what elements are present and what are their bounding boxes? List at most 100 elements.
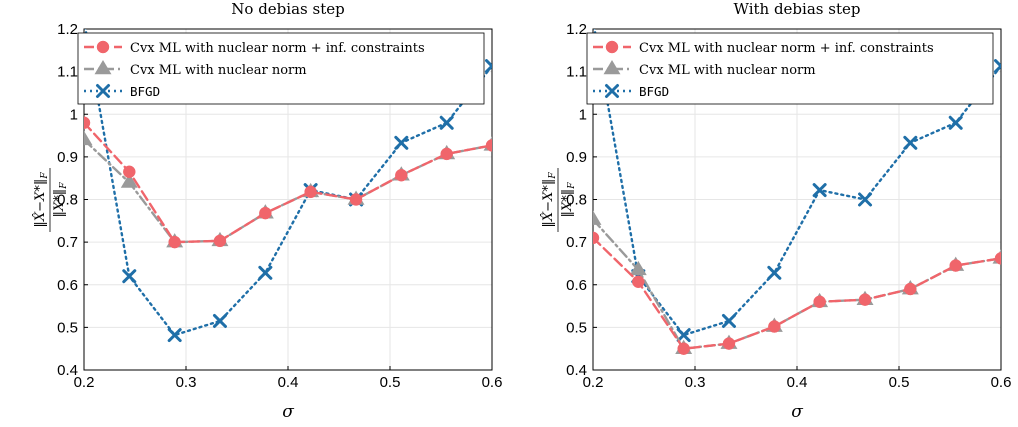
- y-tick-label: 0.4: [566, 362, 587, 379]
- legend-box: [586, 32, 994, 105]
- y-tick-label: 0.8: [57, 192, 78, 209]
- legend-marker: [603, 60, 621, 75]
- data-point: [588, 15, 599, 26]
- legend-marker: [94, 60, 112, 75]
- x-axis-label: σ: [282, 402, 294, 422]
- series-line: [593, 236, 1001, 350]
- data-point: [304, 185, 317, 199]
- chart-title: No debias step: [231, 0, 344, 18]
- data-point: [440, 147, 453, 161]
- data-point: [858, 192, 873, 207]
- data-point: [258, 265, 273, 280]
- legend-marker: [605, 40, 619, 54]
- legend-label: Cvx ML with nuclear norm + inf. constrai…: [639, 41, 934, 56]
- data-point: [949, 259, 962, 272]
- y-tick-label: 0.7: [566, 234, 587, 251]
- data-point: [259, 206, 272, 220]
- data-point: [395, 168, 408, 182]
- svg-text:‖X*‖F: ‖X*‖F: [560, 182, 577, 218]
- data-point: [212, 313, 227, 328]
- data-point: [768, 320, 781, 333]
- data-point: [812, 183, 827, 198]
- data-point: [168, 235, 181, 249]
- data-point: [632, 275, 645, 289]
- data-point: [349, 193, 363, 206]
- data-point: [677, 342, 690, 355]
- x-tick-labels: 0.2 0.3 0.4 0.5 0.6: [74, 374, 503, 391]
- data-point: [123, 165, 136, 179]
- chart-title: With debias step: [734, 0, 861, 18]
- x-tick-label: 0.3: [176, 374, 197, 391]
- chart-panel-right: 0.2 0.3 0.4 0.5 0.6 0.4 0.5 0.6 0.7 0.8 0.9 1 1.2 1.…: [540, 0, 1012, 422]
- chart-panel-left: 0.2 0.3 0.4 0.5 0.6 0.4 0.5 0.6 0.7 0.8 0.9 1 1.2 1.…: [32, 0, 503, 422]
- y-tick-label: 1.2: [566, 21, 587, 38]
- y-axis-label: ‖X̂−X*‖F ‖X*‖F: [540, 168, 577, 232]
- y-tick-labels: 0.4 0.5 0.6 0.7 0.8 0.9 1 1.2 1.1: [566, 21, 587, 379]
- x-tick-label: 0.3: [685, 374, 706, 391]
- data-point: [84, 130, 93, 146]
- series-line: [593, 29, 1001, 337]
- data-point: [593, 231, 600, 245]
- legend-label: BFGD: [130, 84, 160, 99]
- y-tick-label: 1.1: [566, 64, 587, 81]
- data-point: [485, 139, 492, 152]
- y-tick-label: 0.4: [57, 362, 78, 379]
- legend-box: [77, 32, 485, 105]
- x-tick-label: 0.5: [380, 374, 401, 391]
- x-tick-label: 0.4: [278, 374, 299, 391]
- x-tick-label: 0.4: [787, 374, 808, 391]
- data-point: [994, 59, 1001, 74]
- x-tick-label: 0.2: [583, 374, 604, 391]
- x-axis-label: σ: [791, 402, 803, 422]
- legend-marker: [96, 84, 110, 98]
- y-tick-label: 0.5: [566, 319, 587, 336]
- data-point: [439, 115, 454, 130]
- legend: Cvx ML with nuclear norm + inf. constrai…: [586, 32, 994, 105]
- series-group: [79, 15, 492, 343]
- data-point: [167, 328, 182, 343]
- data-point: [858, 293, 872, 306]
- data-point: [122, 269, 137, 284]
- data-point: [721, 313, 736, 328]
- data-point: [120, 173, 138, 188]
- series-line: [84, 29, 492, 337]
- x-tick-label: 0.6: [482, 374, 503, 391]
- y-tick-label: 1: [70, 106, 78, 123]
- data-point: [903, 135, 918, 150]
- legend-label: Cvx ML with nuclear norm: [130, 63, 307, 78]
- data-point: [767, 265, 782, 280]
- data-point: [84, 116, 91, 130]
- data-point: [394, 135, 409, 150]
- data-point: [213, 234, 227, 248]
- y-axis-label: ‖X̂−X*‖F ‖X*‖F: [32, 168, 69, 232]
- y-tick-label: 0.8: [566, 192, 587, 209]
- x-tick-label: 0.2: [74, 374, 95, 391]
- y-tick-label: 0.5: [57, 319, 78, 336]
- data-point: [904, 282, 917, 296]
- svg-text:‖X̂−X*‖F: ‖X̂−X*‖F: [540, 172, 558, 228]
- y-tick-label: 0.9: [566, 149, 587, 166]
- data-point: [676, 328, 691, 343]
- series-group: [588, 15, 1001, 355]
- data-point: [813, 295, 826, 309]
- y-tick-label: 0.6: [57, 277, 78, 294]
- y-tick-labels: 0.4 0.5 0.6 0.7 0.8 0.9 1 1.2 1.1: [57, 21, 78, 379]
- svg-text:‖X*‖F: ‖X*‖F: [52, 182, 69, 218]
- data-point: [629, 260, 647, 276]
- y-tick-label: 0.9: [57, 149, 78, 166]
- data-point: [79, 15, 90, 26]
- x-tick-label: 0.6: [991, 374, 1012, 391]
- data-point: [722, 337, 736, 350]
- x-tick-labels: 0.2 0.3 0.4 0.5 0.6: [583, 374, 1012, 391]
- data-point: [485, 59, 492, 74]
- x-tick-label: 0.5: [889, 374, 910, 391]
- y-tick-label: 0.6: [566, 277, 587, 294]
- svg-text:‖X̂−X*‖F: ‖X̂−X*‖F: [32, 172, 50, 228]
- legend-marker: [96, 40, 110, 54]
- legend-marker: [605, 84, 619, 98]
- legend-label: Cvx ML with nuclear norm: [639, 63, 816, 78]
- y-tick-label: 0.7: [57, 234, 78, 251]
- legend: Cvx ML with nuclear norm + inf. constrai…: [77, 32, 485, 105]
- data-point: [994, 252, 1001, 265]
